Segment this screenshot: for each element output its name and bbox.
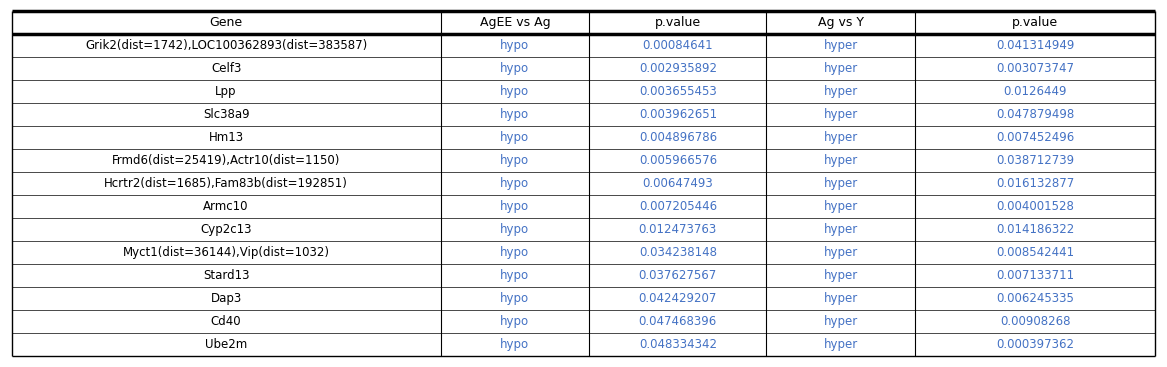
Text: Myct1(dist=36144),Vip(dist=1032): Myct1(dist=36144),Vip(dist=1032): [123, 246, 329, 259]
Text: p.value: p.value: [1012, 16, 1058, 29]
Text: Stard13: Stard13: [203, 269, 250, 282]
Text: 0.003073747: 0.003073747: [997, 62, 1075, 75]
Text: Cd40: Cd40: [211, 315, 242, 328]
Text: hypo: hypo: [501, 200, 530, 213]
Text: AgEE vs Ag: AgEE vs Ag: [480, 16, 550, 29]
Text: 0.00908268: 0.00908268: [1000, 315, 1070, 328]
Text: hyper: hyper: [824, 338, 858, 351]
Text: Ag vs Y: Ag vs Y: [818, 16, 864, 29]
Text: 0.003962651: 0.003962651: [638, 108, 717, 121]
Text: hypo: hypo: [501, 39, 530, 52]
Text: hyper: hyper: [824, 177, 858, 190]
Text: hypo: hypo: [501, 338, 530, 351]
Text: hyper: hyper: [824, 292, 858, 305]
Text: 0.007205446: 0.007205446: [638, 200, 717, 213]
Text: 0.034238148: 0.034238148: [638, 246, 717, 259]
Text: 0.005966576: 0.005966576: [638, 154, 717, 167]
Text: 0.004001528: 0.004001528: [997, 200, 1074, 213]
Text: Gene: Gene: [210, 16, 243, 29]
Text: hyper: hyper: [824, 85, 858, 98]
Text: 0.012473763: 0.012473763: [638, 223, 717, 236]
Text: 0.00647493: 0.00647493: [643, 177, 713, 190]
Text: Celf3: Celf3: [211, 62, 242, 75]
Text: 0.016132877: 0.016132877: [997, 177, 1075, 190]
Text: Grik2(dist=1742),LOC100362893(dist=383587): Grik2(dist=1742),LOC100362893(dist=38358…: [85, 39, 368, 52]
Text: hypo: hypo: [501, 131, 530, 144]
Text: 0.014186322: 0.014186322: [997, 223, 1075, 236]
Text: hyper: hyper: [824, 246, 858, 259]
Text: hypo: hypo: [501, 246, 530, 259]
Text: 0.037627567: 0.037627567: [638, 269, 717, 282]
Text: hypo: hypo: [501, 62, 530, 75]
Text: 0.007452496: 0.007452496: [997, 131, 1075, 144]
Text: hypo: hypo: [501, 177, 530, 190]
Text: 0.008542441: 0.008542441: [997, 246, 1075, 259]
Text: hypo: hypo: [501, 315, 530, 328]
Text: hyper: hyper: [824, 223, 858, 236]
Text: 0.004896786: 0.004896786: [638, 131, 717, 144]
Text: hyper: hyper: [824, 131, 858, 144]
Text: Armc10: Armc10: [203, 200, 249, 213]
Text: 0.038712739: 0.038712739: [997, 154, 1075, 167]
Text: Frmd6(dist=25419),Actr10(dist=1150): Frmd6(dist=25419),Actr10(dist=1150): [112, 154, 341, 167]
Text: 0.047879498: 0.047879498: [997, 108, 1075, 121]
Text: hyper: hyper: [824, 62, 858, 75]
Text: hypo: hypo: [501, 85, 530, 98]
Text: 0.007133711: 0.007133711: [997, 269, 1075, 282]
Text: hypo: hypo: [501, 154, 530, 167]
Text: Hcrtr2(dist=1685),Fam83b(dist=192851): Hcrtr2(dist=1685),Fam83b(dist=192851): [104, 177, 348, 190]
Text: hyper: hyper: [824, 200, 858, 213]
Text: 0.0126449: 0.0126449: [1004, 85, 1067, 98]
Text: Cyp2c13: Cyp2c13: [201, 223, 252, 236]
Text: Hm13: Hm13: [209, 131, 244, 144]
Text: 0.000397362: 0.000397362: [997, 338, 1075, 351]
Text: Dap3: Dap3: [210, 292, 242, 305]
Text: 0.006245335: 0.006245335: [997, 292, 1074, 305]
Text: Lpp: Lpp: [216, 85, 237, 98]
Text: hypo: hypo: [501, 108, 530, 121]
Text: hyper: hyper: [824, 39, 858, 52]
Text: 0.00084641: 0.00084641: [643, 39, 713, 52]
Text: hyper: hyper: [824, 269, 858, 282]
Text: 0.041314949: 0.041314949: [997, 39, 1075, 52]
Text: p.value: p.value: [655, 16, 701, 29]
Text: 0.002935892: 0.002935892: [638, 62, 717, 75]
Text: 0.048334342: 0.048334342: [638, 338, 717, 351]
Text: Slc38a9: Slc38a9: [203, 108, 250, 121]
Text: hypo: hypo: [501, 269, 530, 282]
Text: hypo: hypo: [501, 292, 530, 305]
Text: 0.003655453: 0.003655453: [640, 85, 717, 98]
Text: 0.042429207: 0.042429207: [638, 292, 717, 305]
Text: 0.047468396: 0.047468396: [638, 315, 717, 328]
Text: hyper: hyper: [824, 154, 858, 167]
Text: hyper: hyper: [824, 315, 858, 328]
Text: Ube2m: Ube2m: [205, 338, 247, 351]
Text: hyper: hyper: [824, 108, 858, 121]
Text: hypo: hypo: [501, 223, 530, 236]
